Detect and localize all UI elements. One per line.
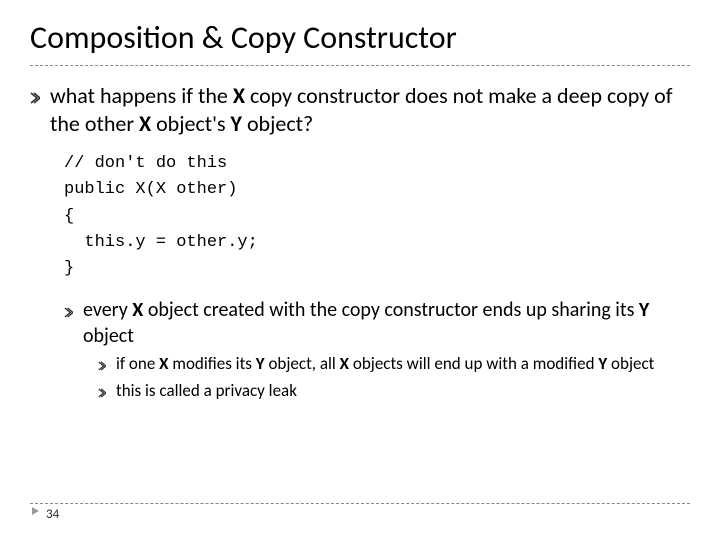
code-line: this.y = other.y;: [64, 230, 690, 256]
code-block: // don't do this public X(X other) { thi…: [64, 151, 690, 283]
bottom-rule: [30, 503, 690, 504]
chevron-right-icon: [30, 90, 40, 109]
code-line: {: [64, 204, 690, 230]
slide-title: Composition & Copy Constructor: [30, 18, 690, 57]
bullet-level1: what happens if the X copy constructor d…: [30, 82, 690, 137]
chevron-right-icon: [98, 357, 106, 376]
bullet-text-2: every X object created with the copy con…: [83, 297, 690, 349]
page-number: 34: [46, 507, 59, 522]
bullet-text-1: what happens if the X copy constructor d…: [50, 82, 690, 137]
chevron-right-icon: [98, 384, 106, 403]
title-rule: [30, 65, 690, 66]
code-line: // don't do this: [64, 151, 690, 177]
chevron-right-icon: [64, 304, 73, 323]
code-line: public X(X other): [64, 177, 690, 203]
bullet-level3: this is called a privacy leak: [98, 380, 690, 403]
code-line: }: [64, 256, 690, 282]
page-arrow-icon: [30, 503, 42, 522]
bullet-text-3: if one X modifies its Y object, all X ob…: [116, 353, 690, 375]
bullet-level2: every X object created with the copy con…: [64, 297, 690, 349]
bullet-text-4: this is called a privacy leak: [116, 380, 690, 402]
bullet-level3: if one X modifies its Y object, all X ob…: [98, 353, 690, 376]
